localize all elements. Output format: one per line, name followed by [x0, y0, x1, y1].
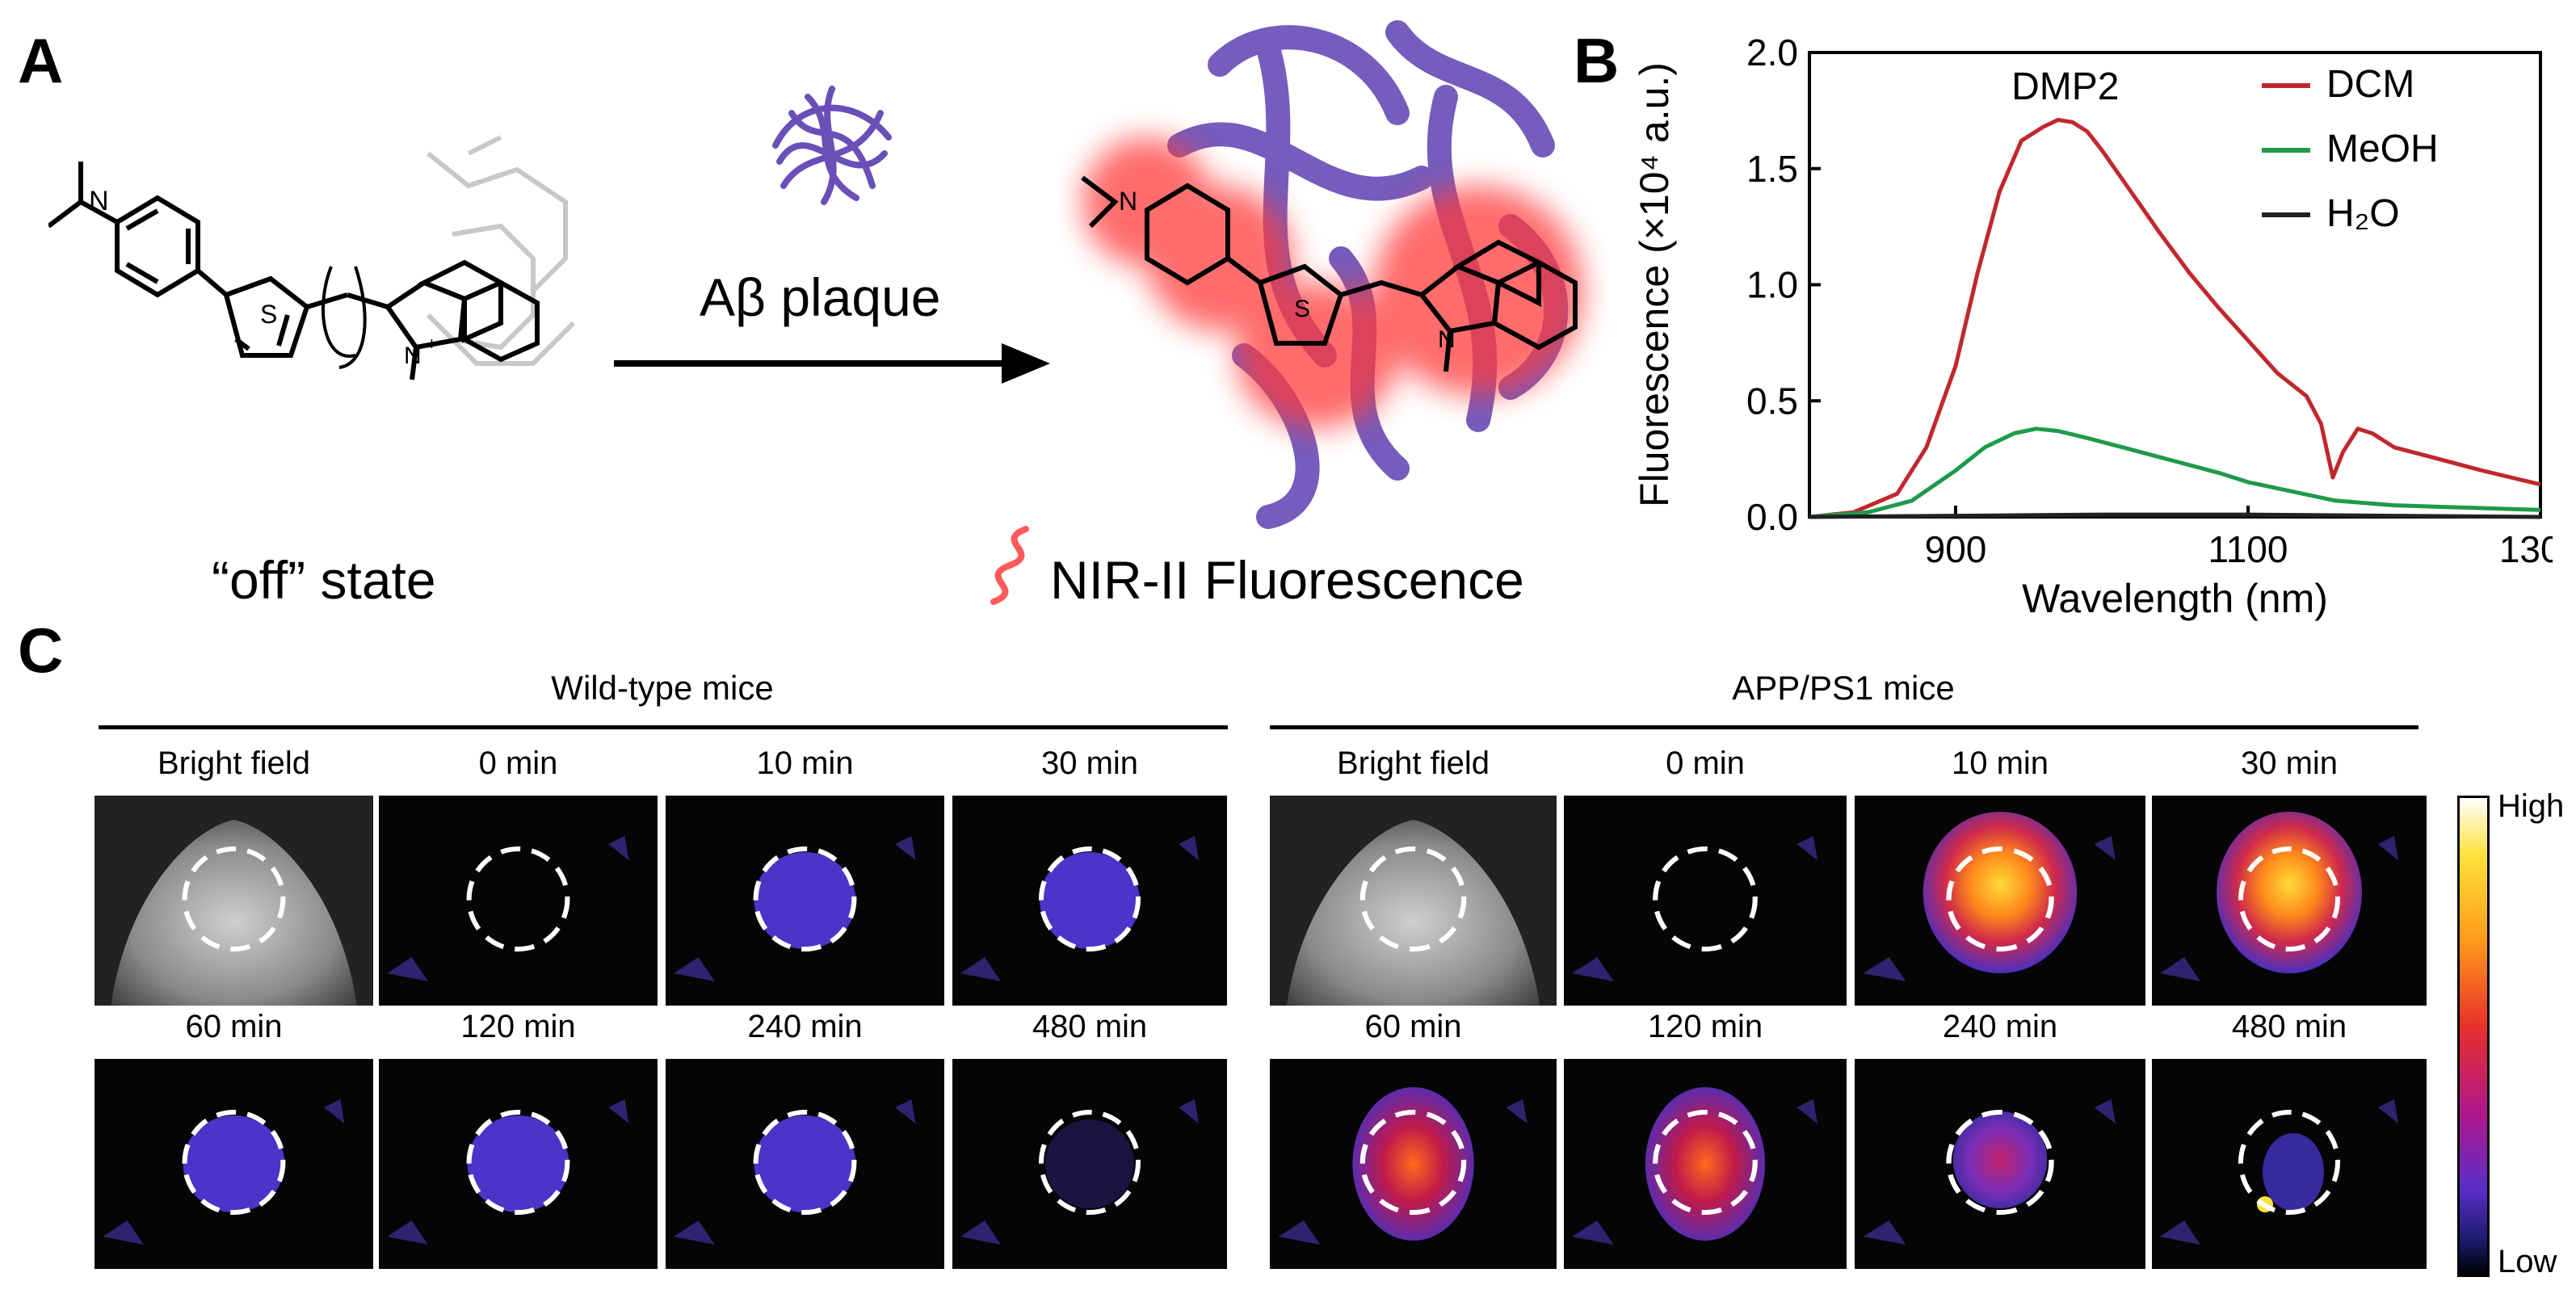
y-tick-label: 0.0	[1746, 496, 1798, 538]
tile-label: 120 min	[1647, 1009, 1763, 1044]
imaging-tile	[1855, 1059, 2145, 1269]
fluorescence-spectrum-chart: 0.0 0.5 1.0 1.5 2.0 900 1100 1300 Wavelength (nm…	[1632, 32, 2553, 621]
imaging-tile	[666, 1059, 944, 1269]
svg-text:N: N	[1438, 326, 1456, 353]
reaction-arrow	[614, 343, 1050, 384]
emission-squiggle-icon	[990, 526, 1029, 605]
tile-label: 0 min	[1666, 746, 1745, 781]
x-tick-label: 1300	[2499, 528, 2553, 570]
imaging-tile	[952, 1059, 1227, 1269]
y-tick-label: 2.0	[1746, 32, 1798, 74]
x-tick-label: 900	[1925, 528, 1987, 570]
tile-label: 10 min	[1951, 746, 2049, 781]
y-tick-label: 1.5	[1746, 148, 1798, 190]
chart-annotation: DMP2	[2011, 65, 2119, 108]
x-tick-label: 1100	[2208, 528, 2288, 570]
off-state-caption: “off” state	[212, 550, 436, 610]
app-ps1-group-rule	[1270, 725, 2418, 729]
y-tick-label: 1.0	[1746, 264, 1798, 306]
tile-label: 30 min	[1040, 746, 1139, 781]
imaging-tile	[2152, 796, 2427, 1006]
svg-text:N: N	[1119, 187, 1137, 216]
intensity-colorbar	[2457, 796, 2490, 1277]
reagent-label: Aβ plaque	[700, 267, 941, 327]
app-ps1-group-title: APP/PS1 mice	[1732, 669, 1955, 707]
imaging-tile	[95, 1059, 373, 1269]
panel-a-letter: A	[18, 25, 64, 96]
imaging-tile	[1270, 1059, 1557, 1269]
legend-label-2: H₂O	[2326, 192, 2400, 235]
tile-label: 0 min	[478, 746, 558, 781]
tile-label: 30 min	[2240, 746, 2339, 781]
imaging-tile	[379, 1059, 658, 1269]
y-tick-label: 0.5	[1746, 380, 1798, 422]
tile-label: Bright field	[158, 746, 310, 781]
svg-text:+: +	[427, 334, 437, 354]
svg-text:N: N	[89, 186, 109, 216]
tile-label: 120 min	[460, 1009, 576, 1044]
off-state-molecule-drawing: N S N +	[48, 135, 576, 380]
panel-c-letter: C	[18, 615, 64, 686]
plot-frame	[1808, 51, 2542, 519]
tile-label: 480 min	[2231, 1009, 2347, 1044]
panel-b-letter: B	[1574, 25, 1620, 96]
tile-label: 480 min	[1032, 1009, 1148, 1044]
svg-text:N: N	[404, 342, 422, 369]
x-axis-label: Wavelength (nm)	[2022, 576, 2328, 621]
svg-text:S: S	[260, 300, 277, 329]
amyloid-aggregate-icon	[772, 86, 892, 205]
imaging-tile	[2152, 1059, 2427, 1269]
imaging-tile	[379, 796, 658, 1006]
wild-type-group-rule	[99, 725, 1228, 729]
imaging-tile	[1270, 796, 1557, 1006]
series-line-1	[1809, 426, 2541, 519]
imaging-tile	[1564, 1059, 1847, 1269]
imaging-tile	[95, 796, 373, 1006]
legend-label-0: DCM	[2326, 63, 2414, 106]
tile-label: 240 min	[747, 1009, 863, 1044]
nir-fluorescence-caption: NIR-II Fluorescence	[1050, 550, 1524, 610]
wild-type-group-title: Wild-type mice	[551, 669, 774, 707]
imaging-tile	[1855, 796, 2145, 1006]
tile-label: 60 min	[1364, 1009, 1462, 1044]
tile-label: Bright field	[1337, 746, 1490, 781]
svg-text:S: S	[1294, 296, 1310, 322]
series-line-2	[1809, 512, 2541, 519]
tile-label: 10 min	[756, 746, 854, 781]
series-line-0	[1809, 117, 2541, 519]
legend-label-1: MeOH	[2326, 128, 2439, 170]
y-axis-label: Fluorescence (×10⁴ a.u.)	[1632, 62, 1677, 507]
plaque-bound-glowing-molecule: N S N	[1081, 20, 1583, 529]
imaging-tile	[666, 796, 944, 1006]
tile-label: 60 min	[185, 1009, 283, 1044]
imaging-tile	[1564, 796, 1847, 1006]
colorbar-low-label: Low	[2498, 1244, 2557, 1279]
imaging-tile	[952, 796, 1227, 1006]
colorbar-high-label: High	[2498, 788, 2565, 824]
tile-label: 240 min	[1942, 1009, 2058, 1044]
